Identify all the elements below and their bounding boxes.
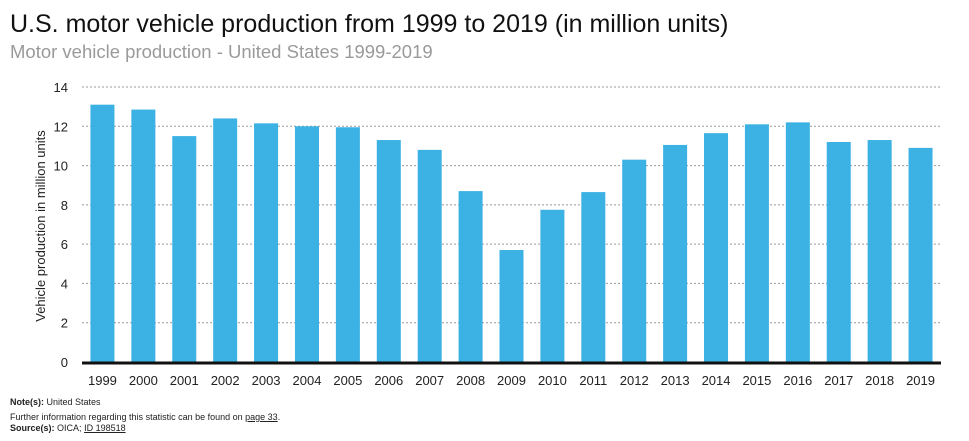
bar-2004[interactable] <box>294 126 319 363</box>
bar-2011[interactable] <box>581 192 606 362</box>
y-tick-label: 8 <box>61 198 68 213</box>
x-tick-label: 2018 <box>865 373 894 388</box>
x-axis-ticks: 1999 2000 2001 2002 2003 2004 2005 2006 2007 2008… <box>88 373 935 388</box>
bar-2019[interactable] <box>908 147 933 362</box>
source-text: OICA; <box>57 423 82 433</box>
x-tick-label: 2008 <box>456 373 485 388</box>
x-tick-label: 2001 <box>170 373 199 388</box>
y-tick-label: 0 <box>61 355 68 370</box>
further-info-text: Further information regarding this stati… <box>10 412 243 422</box>
x-tick-label: 2011 <box>579 373 607 388</box>
x-tick-label: 2003 <box>252 373 281 388</box>
source-line: Source(s): OICA; ID 198518 <box>10 423 126 433</box>
chart-title: U.S. motor vehicle production from 1999 … <box>10 10 729 38</box>
x-tick-label: 2019 <box>906 373 935 388</box>
bar-2010[interactable] <box>540 209 565 362</box>
y-tick-label: 10 <box>54 159 68 174</box>
x-tick-label: 2005 <box>333 373 362 388</box>
bar-2006[interactable] <box>376 140 401 362</box>
bar-2014[interactable] <box>704 133 729 362</box>
x-tick-label: 2016 <box>783 373 812 388</box>
y-axis-ticks: 0 2 4 6 8 10 12 14 <box>54 80 68 370</box>
bars <box>90 104 933 363</box>
x-tick-label: 2009 <box>497 373 526 388</box>
bar-1999[interactable] <box>90 104 115 362</box>
x-tick-label: 2002 <box>211 373 240 388</box>
y-axis-label: Vehicle production in million units <box>33 130 48 322</box>
bar-2003[interactable] <box>254 123 279 362</box>
bar-2002[interactable] <box>213 118 238 362</box>
y-tick-label: 2 <box>61 316 68 331</box>
y-tick-label: 4 <box>61 276 68 291</box>
bar-2000[interactable] <box>131 109 156 362</box>
y-tick-label: 14 <box>54 80 68 95</box>
y-tick-label: 6 <box>61 237 68 252</box>
bar-2008[interactable] <box>458 191 483 362</box>
x-tick-label: 1999 <box>88 373 117 388</box>
note-line: Note(s): United States <box>10 397 101 407</box>
bar-2001[interactable] <box>172 136 197 362</box>
bar-2016[interactable] <box>785 122 810 362</box>
chart-subtitle: Motor vehicle production - United States… <box>10 41 433 62</box>
bar-2015[interactable] <box>744 124 769 362</box>
bar-2009[interactable] <box>499 250 524 362</box>
x-tick-label: 2004 <box>293 373 322 388</box>
id-link[interactable]: ID 198518 <box>84 423 126 433</box>
x-tick-label: 2017 <box>824 373 853 388</box>
bar-2012[interactable] <box>622 159 647 362</box>
period: . <box>277 412 281 422</box>
bar-2018[interactable] <box>867 140 892 362</box>
x-tick-label: 2013 <box>661 373 690 388</box>
x-tick-label: 2015 <box>742 373 771 388</box>
further-info-line: Further information regarding this stati… <box>10 412 280 422</box>
x-tick-label: 2012 <box>620 373 649 388</box>
x-tick-label: 2000 <box>129 373 158 388</box>
x-tick-label: 2007 <box>415 373 444 388</box>
x-tick-label: 2014 <box>702 373 731 388</box>
x-tick-label: 2006 <box>374 373 403 388</box>
page-link[interactable]: page 33 <box>245 412 278 422</box>
note-text: United States <box>46 397 101 407</box>
y-tick-label: 12 <box>54 119 68 134</box>
x-tick-label: 2010 <box>538 373 567 388</box>
bar-2007[interactable] <box>417 149 442 362</box>
bar-2005[interactable] <box>335 127 360 363</box>
source-label: Source(s): <box>10 423 55 433</box>
note-label: Note(s): <box>10 397 44 407</box>
bar-2013[interactable] <box>663 144 688 362</box>
bar-2017[interactable] <box>826 142 851 362</box>
